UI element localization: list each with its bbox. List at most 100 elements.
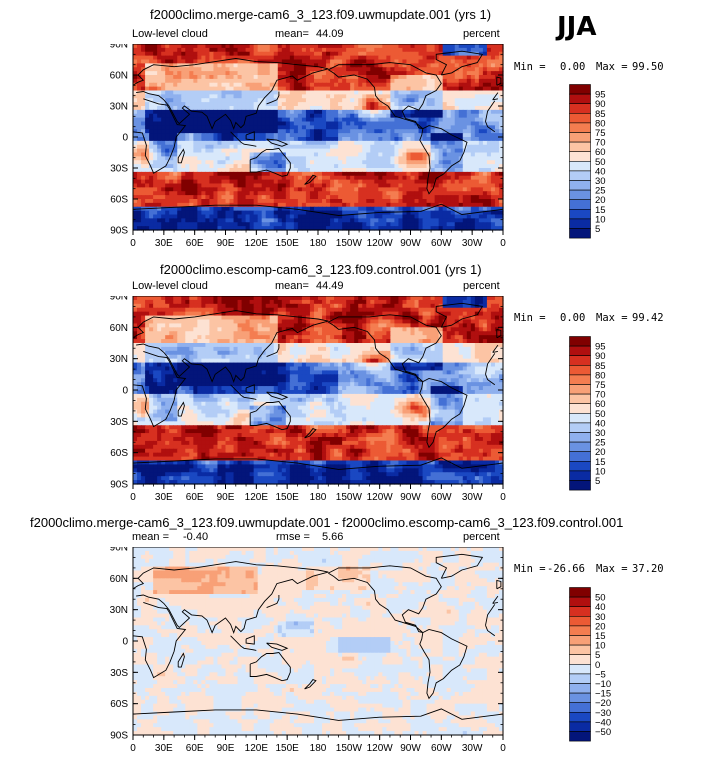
field-cell bbox=[419, 164, 424, 168]
field-cell bbox=[266, 118, 271, 122]
field-cell bbox=[431, 211, 436, 215]
field-cell bbox=[197, 141, 202, 145]
field-cell bbox=[221, 207, 226, 211]
field-cell bbox=[415, 207, 420, 211]
field-cell bbox=[354, 218, 359, 222]
field-cell bbox=[435, 137, 440, 141]
field-cell bbox=[398, 164, 403, 168]
field-cell bbox=[185, 153, 190, 157]
field-cell bbox=[274, 300, 279, 305]
field-cell bbox=[185, 67, 190, 71]
field-cell bbox=[370, 172, 375, 176]
field-cell bbox=[370, 110, 375, 114]
field-cell bbox=[475, 222, 480, 226]
field-cell bbox=[415, 312, 420, 317]
field-cell bbox=[153, 118, 158, 122]
field-cell bbox=[314, 102, 319, 106]
field-cell bbox=[193, 296, 198, 301]
field-cell bbox=[358, 71, 363, 75]
field-cell bbox=[402, 203, 407, 207]
field-cell bbox=[398, 203, 403, 207]
field-cell bbox=[443, 114, 448, 118]
field-cell bbox=[330, 122, 335, 126]
field-cell bbox=[221, 308, 226, 313]
field-cell bbox=[226, 71, 231, 75]
field-cell bbox=[330, 153, 335, 157]
field-cell bbox=[209, 164, 214, 168]
field-cell bbox=[314, 141, 319, 145]
field-cell bbox=[386, 98, 391, 102]
field-cell bbox=[491, 203, 496, 207]
field-cell bbox=[306, 129, 311, 133]
field-cell bbox=[169, 199, 174, 203]
field-cell bbox=[382, 125, 387, 129]
field-cell bbox=[362, 180, 367, 184]
field-cell bbox=[439, 118, 444, 122]
field-cell bbox=[419, 160, 424, 164]
field-cell bbox=[479, 118, 484, 122]
field-cell bbox=[250, 102, 255, 106]
field-cell bbox=[398, 125, 403, 129]
field-cell bbox=[213, 187, 218, 191]
field-cell bbox=[394, 149, 399, 153]
field-cell bbox=[209, 145, 214, 149]
field-cell bbox=[402, 133, 407, 137]
field-cell bbox=[306, 56, 311, 60]
field-cell bbox=[402, 296, 407, 301]
field-cell bbox=[326, 44, 331, 48]
field-cell bbox=[374, 191, 379, 195]
field-cell bbox=[475, 207, 480, 211]
field-cell bbox=[278, 156, 283, 160]
field-cell bbox=[322, 133, 327, 137]
field-cell bbox=[137, 145, 142, 149]
field-cell bbox=[362, 44, 367, 48]
field-cell bbox=[362, 207, 367, 211]
field-cell bbox=[374, 118, 379, 122]
field-cell bbox=[226, 160, 231, 164]
field-cell bbox=[306, 94, 311, 98]
field-cell bbox=[419, 304, 424, 309]
field-cell bbox=[366, 207, 371, 211]
field-cell bbox=[278, 83, 283, 87]
field-cell bbox=[455, 114, 460, 118]
field-cell bbox=[487, 312, 492, 317]
field-cell bbox=[137, 187, 142, 191]
field-cell bbox=[406, 141, 411, 145]
field-cell bbox=[463, 83, 468, 87]
field-cell bbox=[177, 168, 182, 172]
field-cell bbox=[334, 133, 339, 137]
field-cell bbox=[173, 87, 178, 91]
field-cell bbox=[443, 308, 448, 313]
lon-tick-label: 60W bbox=[431, 238, 452, 249]
field-cell bbox=[157, 67, 162, 71]
field-cell bbox=[193, 164, 198, 168]
field-cell bbox=[378, 141, 383, 145]
lon-tick-label: 180 bbox=[310, 238, 327, 249]
field-cell bbox=[250, 94, 255, 98]
field-cell bbox=[386, 67, 391, 71]
field-cell bbox=[342, 110, 347, 114]
field-cell bbox=[294, 110, 299, 114]
field-cell bbox=[302, 79, 307, 83]
field-cell bbox=[262, 114, 267, 118]
field-cell bbox=[374, 312, 379, 317]
field-cell bbox=[443, 222, 448, 226]
field-cell bbox=[487, 56, 492, 60]
field-cell bbox=[209, 172, 214, 176]
field-cell bbox=[390, 129, 395, 133]
field-cell bbox=[161, 56, 166, 60]
field-cell bbox=[242, 67, 247, 71]
field-cell bbox=[266, 296, 271, 301]
field-cell bbox=[298, 94, 303, 98]
field-cell bbox=[366, 71, 371, 75]
field-cell bbox=[286, 122, 291, 126]
field-cell bbox=[427, 176, 432, 180]
field-cell bbox=[310, 122, 315, 126]
field-cell bbox=[137, 296, 142, 301]
field-cell bbox=[318, 156, 323, 160]
field-cell bbox=[358, 215, 363, 219]
field-cell bbox=[306, 67, 311, 71]
field-cell bbox=[197, 203, 202, 207]
field-cell bbox=[133, 172, 138, 176]
field-cell bbox=[459, 106, 464, 110]
